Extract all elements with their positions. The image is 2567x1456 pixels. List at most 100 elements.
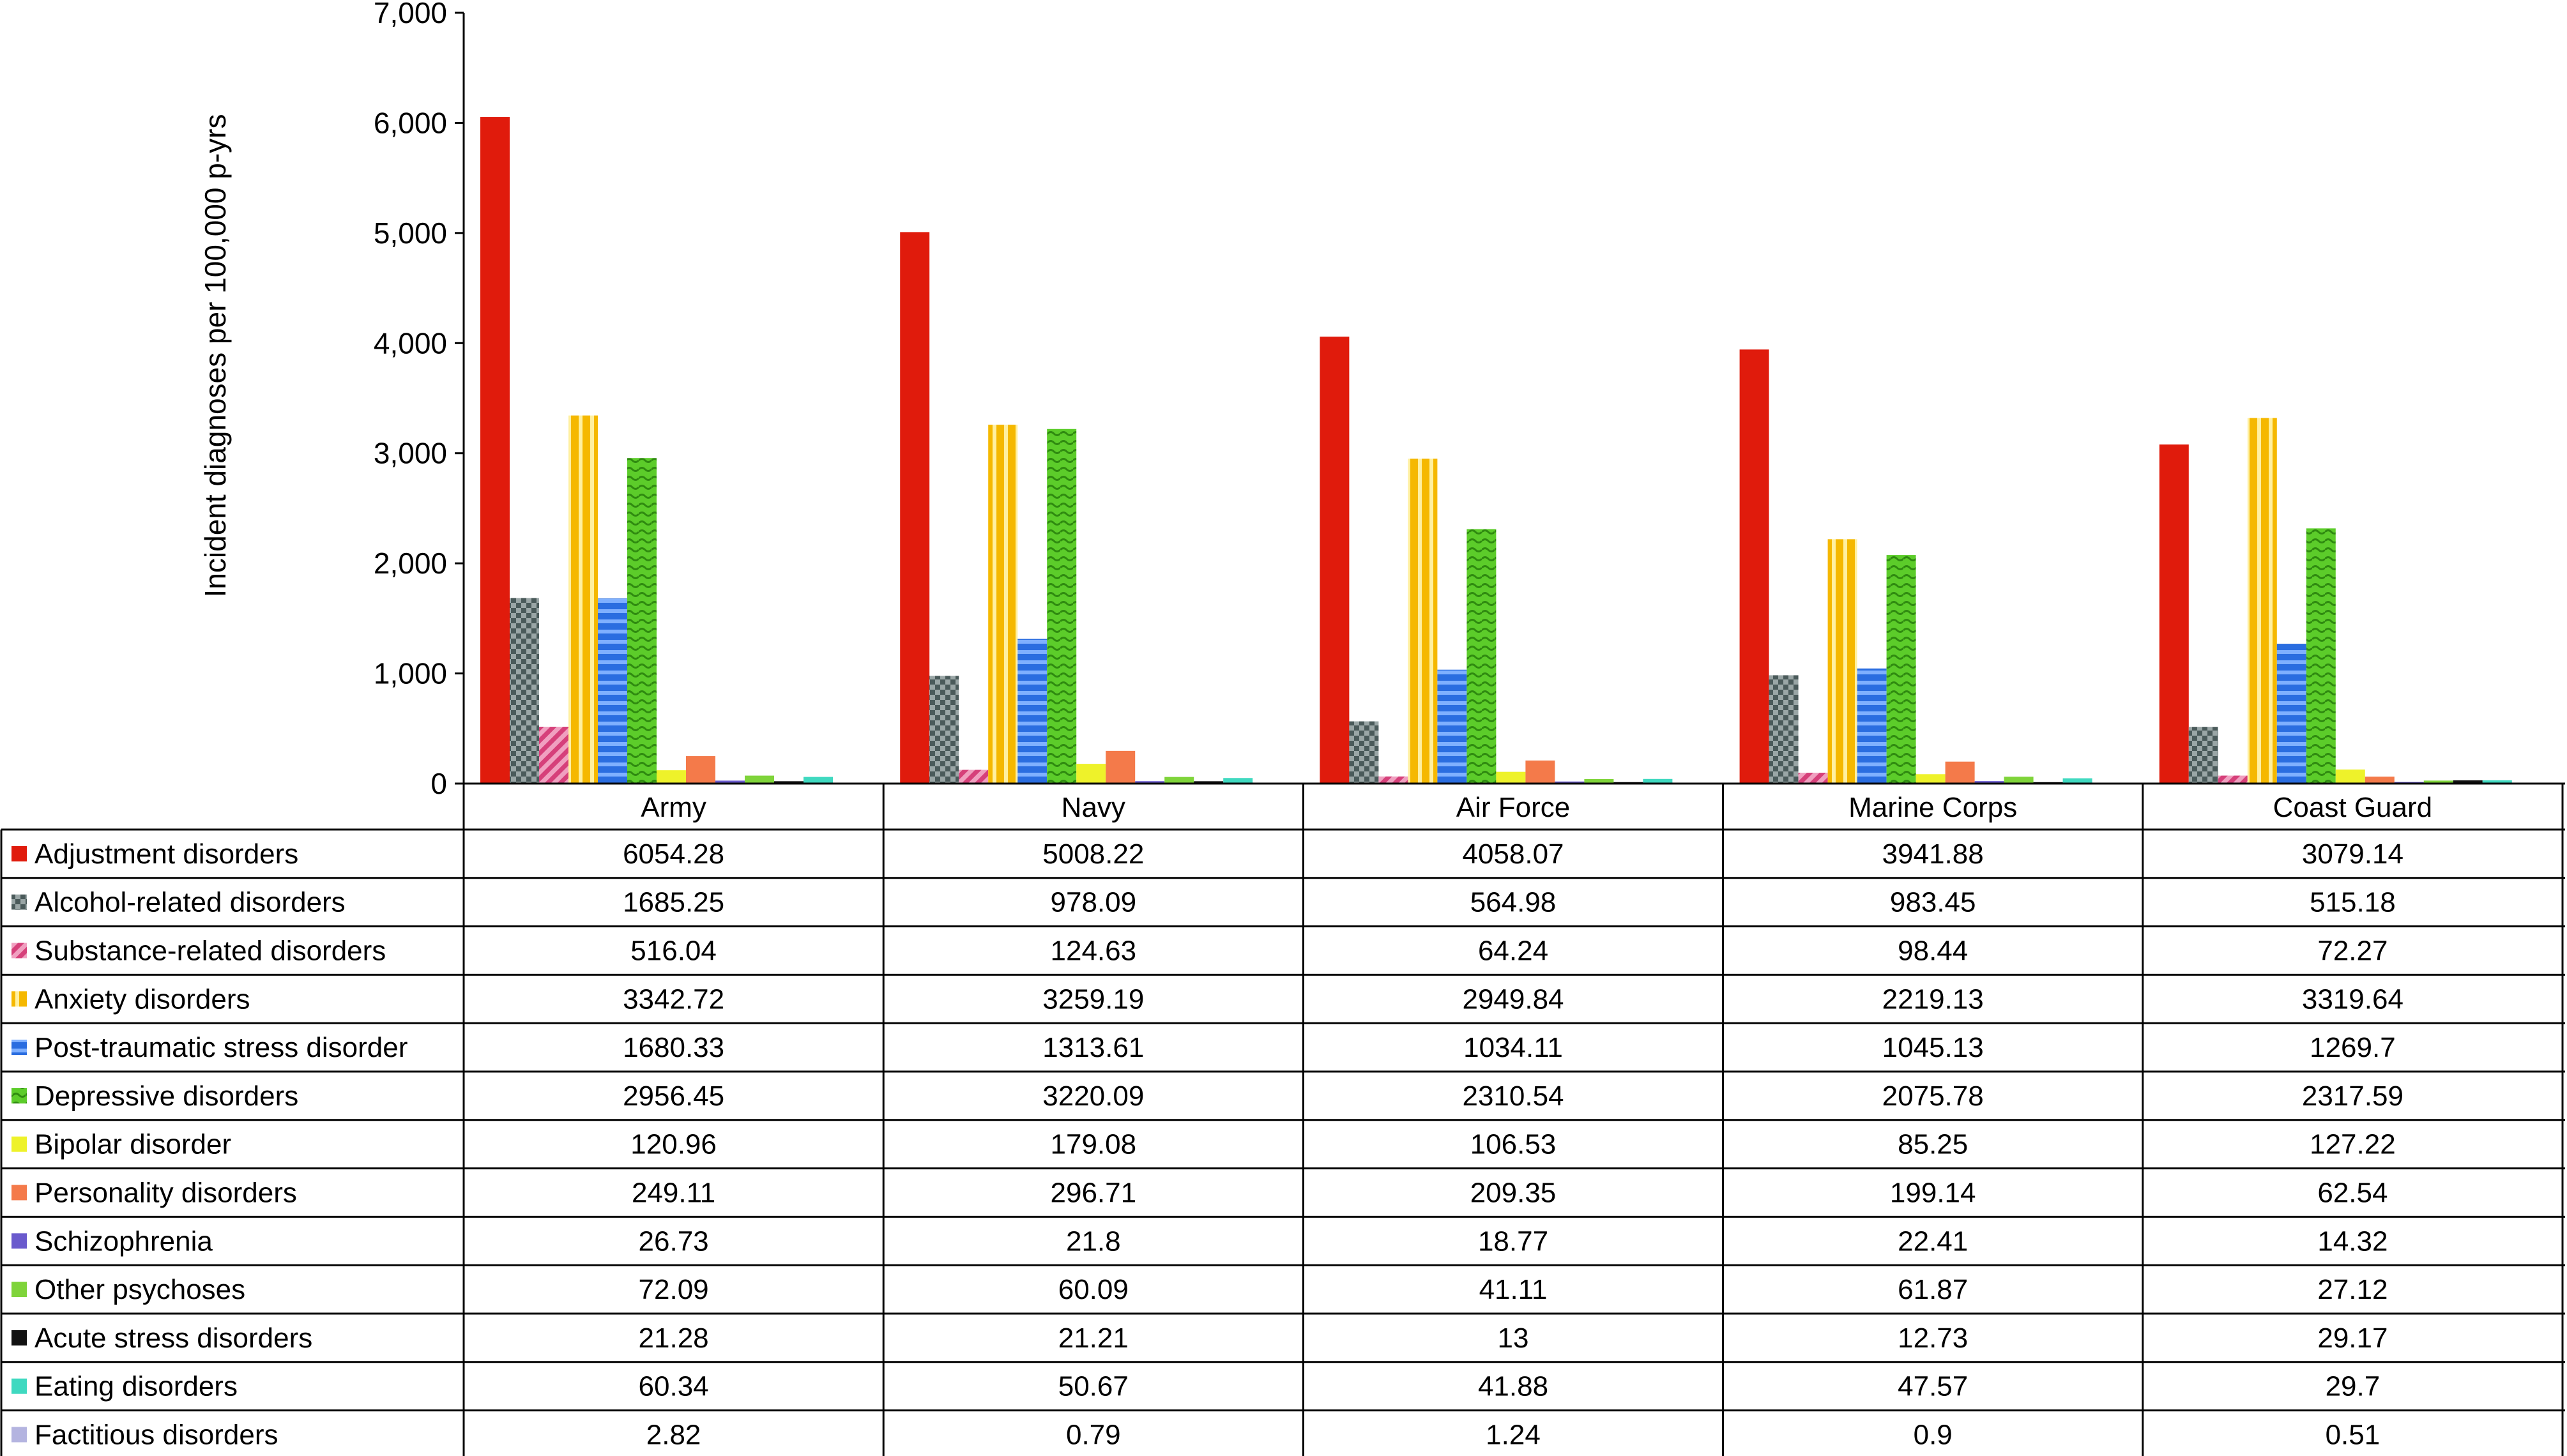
table-cell: 2317.59 (2302, 1081, 2403, 1112)
bars (480, 117, 2541, 784)
legend-label: Alcohol-related disorders (34, 887, 346, 918)
legend-label: Post-traumatic stress disorder (34, 1032, 408, 1063)
table-cell: 41.88 (1478, 1371, 1548, 1402)
y-tick-label: 3,000 (374, 437, 447, 470)
bar (2482, 780, 2512, 784)
table-cell: 47.57 (1898, 1371, 1968, 1402)
bar (988, 425, 1018, 784)
table-cell: 6054.28 (623, 838, 724, 870)
legend-label: Eating disorders (34, 1371, 238, 1402)
table-cell: 22.41 (1898, 1225, 1968, 1257)
table-cell: 29.17 (2317, 1323, 2388, 1354)
table-cell: 2075.78 (1882, 1081, 1984, 1112)
bar (1017, 639, 1047, 784)
table-cell: 120.96 (630, 1129, 717, 1160)
bar (1827, 539, 1857, 784)
legend-swatch (11, 943, 27, 959)
table-cell: 18.77 (1478, 1225, 1548, 1257)
y-tick-label: 0 (430, 767, 447, 800)
table-cell: 64.24 (1478, 936, 1548, 967)
bar (2276, 644, 2306, 784)
bar (1525, 760, 1555, 784)
legend-swatch (11, 846, 27, 861)
bar (1769, 675, 1799, 784)
table-cell: 124.63 (1051, 936, 1137, 967)
table-cell: 2.82 (646, 1420, 701, 1451)
bar (2062, 778, 2092, 784)
bar (686, 756, 715, 784)
legend-label: Acute stress disorders (34, 1323, 312, 1354)
table-cell: 106.53 (1470, 1129, 1557, 1160)
bar (657, 770, 686, 784)
table-cell: 199.14 (1890, 1178, 1976, 1209)
table-cell: 516.04 (630, 936, 717, 967)
bar (715, 780, 745, 784)
legend-label: Factitious disorders (34, 1420, 278, 1451)
table-cell: 61.87 (1898, 1274, 1968, 1305)
bar (1076, 764, 1106, 784)
bar (2335, 770, 2365, 784)
bar (568, 415, 598, 784)
table-cell: 249.11 (632, 1178, 715, 1209)
bar (1555, 781, 1585, 784)
table-cell: 515.18 (2310, 887, 2396, 918)
table-cell: 3220.09 (1042, 1081, 1144, 1112)
bar (2423, 780, 2453, 784)
bar (1466, 529, 1497, 784)
table-cell: 26.73 (639, 1225, 709, 1257)
bar (1643, 778, 1673, 784)
table-cell: 27.12 (2317, 1274, 2388, 1305)
legend-swatch (11, 1136, 27, 1152)
bar (1320, 337, 1350, 784)
bar (1857, 668, 1887, 784)
legend-label: Substance-related disorders (34, 936, 386, 967)
table-cell: 21.8 (1066, 1225, 1121, 1257)
bar (1408, 459, 1438, 784)
table-cell: 564.98 (1470, 887, 1557, 918)
bar (1223, 778, 1253, 784)
table-cell: 3319.64 (2302, 983, 2403, 1015)
bar (1135, 781, 1165, 784)
bar (774, 781, 804, 784)
table-cell: 98.44 (1898, 936, 1968, 967)
legend-swatch (11, 894, 27, 910)
data-table: Army Navy Air Force Marine Corps Coast Guard… (0, 782, 2565, 1456)
bar (2188, 727, 2218, 784)
table-cell: 2956.45 (623, 1081, 724, 1112)
bar (2306, 528, 2336, 784)
table-cell: 0.51 (2326, 1420, 2380, 1451)
bar (1974, 781, 2004, 784)
bar (929, 676, 959, 784)
table-cell: 3342.72 (623, 983, 724, 1015)
table-cell: 978.09 (1051, 887, 1137, 918)
table-cell: 41.11 (1479, 1274, 1548, 1305)
table-cell: 60.09 (1058, 1274, 1129, 1305)
legend-swatch (11, 1330, 27, 1346)
table-cell: 50.67 (1058, 1371, 1129, 1402)
bar (539, 727, 568, 784)
y-axis: 0 1,000 2,000 3,000 4,000 5,000 6,000 7,000 (374, 0, 465, 800)
bar (1945, 761, 1975, 784)
table-cell: 12.73 (1898, 1323, 1968, 1354)
legend-swatch (11, 1088, 27, 1103)
table-cell: 29.7 (2326, 1371, 2380, 1402)
table-cell: 209.35 (1470, 1178, 1557, 1209)
table-column-header: Marine Corps (1848, 792, 2017, 823)
bar (2159, 444, 2189, 784)
legend-swatch (11, 1282, 27, 1298)
table-cell: 1.24 (1486, 1420, 1541, 1451)
table-cell: 2310.54 (1462, 1081, 1564, 1112)
table-cell: 983.45 (1890, 887, 1976, 918)
table-cell: 72.27 (2317, 936, 2388, 967)
legend-label: Depressive disorders (34, 1081, 298, 1112)
bar (1916, 774, 1946, 784)
table-cell: 0.9 (1914, 1420, 1953, 1451)
y-tick-label: 1,000 (374, 657, 447, 690)
bar (1886, 555, 1916, 784)
table-cell: 21.28 (639, 1323, 709, 1354)
legend-label: Adjustment disorders (34, 838, 298, 870)
y-tick-label: 4,000 (374, 326, 447, 360)
table-cell: 62.54 (2317, 1178, 2388, 1209)
table-cell: 1269.7 (2310, 1032, 2396, 1063)
bar (2247, 418, 2277, 784)
